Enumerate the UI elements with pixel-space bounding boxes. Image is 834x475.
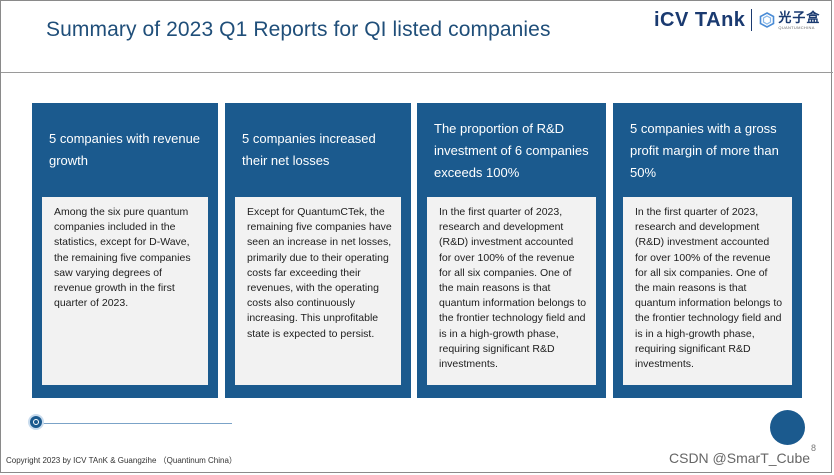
decorative-circle — [770, 410, 805, 445]
slide-title: Summary of 2023 Q1 Reports for QI listed… — [46, 18, 551, 41]
summary-card-revenue-growth: 5 companies with revenue growth Among th… — [32, 103, 218, 398]
quantum-china-icon — [760, 12, 775, 28]
card-body: In the first quarter of 2023, research a… — [623, 197, 792, 385]
summary-card-rd-investment: The proportion of R&D investment of 6 co… — [417, 103, 606, 398]
copyright-text: Copyright 2023 by ICV TAnK & Guangzihe （… — [6, 456, 237, 465]
summary-card-gross-margin: 5 companies with a gross profit margin o… — [613, 103, 802, 398]
logo-chinese: 光子盒 QUANTUMCHINA — [778, 11, 820, 30]
progress-dot-ring — [33, 419, 39, 425]
logo-chinese-sub: QUANTUMCHINA — [778, 24, 815, 30]
brand-logo: iCV TAnk 光子盒 QUANTUMCHINA — [654, 6, 820, 34]
page-number: 8 — [811, 443, 817, 453]
slide-progress-track — [42, 423, 232, 424]
card-heading: 5 companies with revenue growth — [49, 131, 201, 168]
card-heading: 5 companies increased their net losses — [242, 131, 376, 168]
card-body: Except for QuantumCTek, the remaining fi… — [235, 197, 401, 385]
logo-separator — [751, 9, 753, 31]
slide-progress-dot — [30, 416, 42, 428]
csdn-watermark: CSDN @SmarT_Cube — [669, 450, 811, 466]
card-heading: The proportion of R&D investment of 6 co… — [434, 121, 589, 180]
card-heading: 5 companies with a gross profit margin o… — [630, 121, 779, 180]
logo-chinese-name: 光子盒 — [778, 9, 821, 25]
header-divider — [1, 72, 833, 73]
card-body: In the first quarter of 2023, research a… — [427, 197, 596, 385]
card-body: Among the six pure quantum companies inc… — [42, 197, 208, 385]
logo-icv-text: iCV TAnk — [654, 8, 746, 31]
summary-card-net-losses: 5 companies increased their net losses E… — [225, 103, 411, 398]
